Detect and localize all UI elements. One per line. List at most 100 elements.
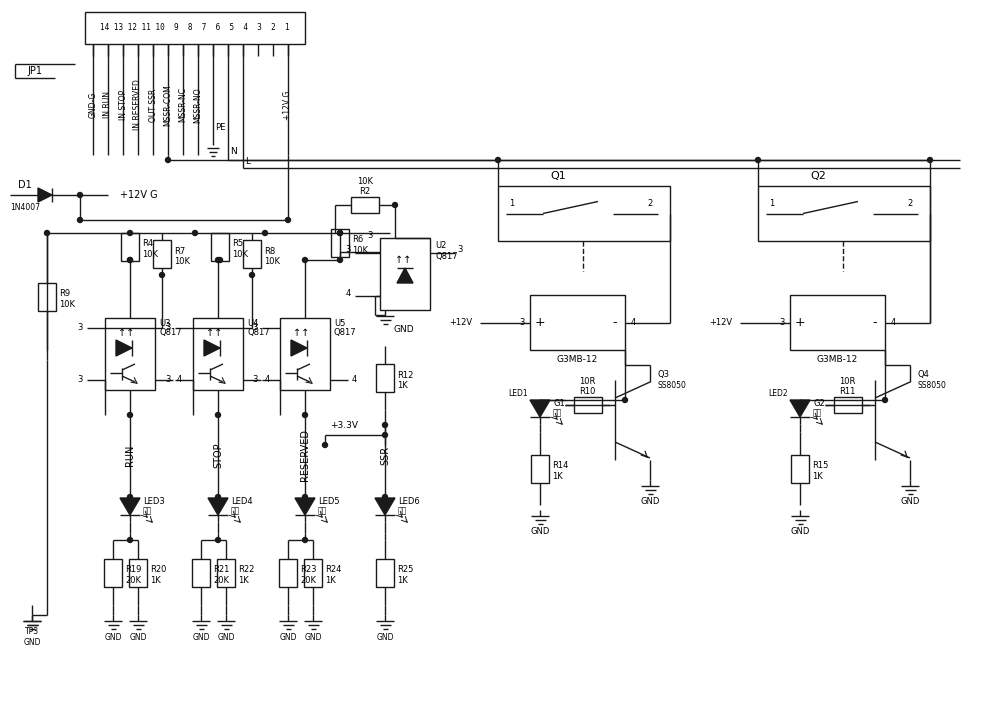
Polygon shape (116, 340, 132, 356)
Text: R15: R15 (812, 461, 828, 470)
Text: +12V: +12V (709, 318, 732, 327)
Bar (376, 364, 394, 392)
Circle shape (128, 258, 132, 263)
Text: R25: R25 (397, 565, 413, 574)
Text: LED6: LED6 (398, 496, 420, 505)
Text: 红色: 红色 (318, 507, 327, 515)
Text: GND: GND (217, 633, 235, 642)
Text: 1K: 1K (812, 472, 823, 481)
Text: LED5: LED5 (318, 496, 340, 505)
Text: 红色: 红色 (398, 507, 407, 515)
Text: 1N4007: 1N4007 (10, 202, 40, 211)
Text: Q817: Q817 (334, 329, 357, 338)
Text: 1: 1 (769, 199, 775, 208)
Text: 1K: 1K (238, 576, 249, 585)
Polygon shape (120, 498, 140, 515)
Bar (331, 228, 349, 256)
Text: 3: 3 (166, 324, 171, 333)
Text: 3: 3 (345, 246, 351, 255)
Polygon shape (204, 340, 220, 356)
Bar (192, 559, 210, 586)
Text: G1: G1 (553, 399, 565, 407)
Text: G3MB-12: G3MB-12 (557, 355, 598, 364)
Bar (530, 295, 625, 350)
Circle shape (302, 413, 308, 418)
Bar (380, 238, 430, 310)
Circle shape (338, 230, 342, 235)
Bar (498, 186, 670, 241)
Text: Q2: Q2 (810, 171, 826, 181)
Text: 3: 3 (78, 324, 83, 333)
Text: 4: 4 (177, 376, 182, 385)
Text: +12V G: +12V G (284, 91, 292, 119)
Text: GND: GND (304, 633, 322, 642)
Text: R23: R23 (300, 565, 316, 574)
Circle shape (756, 157, 761, 162)
Bar (38, 282, 56, 310)
Text: STOP: STOP (213, 442, 223, 468)
Bar (304, 559, 322, 586)
Text: ↑↑: ↑↑ (118, 328, 134, 338)
Text: ↑↑: ↑↑ (293, 328, 309, 338)
Text: IN RUN: IN RUN (104, 91, 112, 119)
Text: MSSR-NC: MSSR-NC (178, 88, 188, 123)
Text: R4: R4 (142, 239, 153, 248)
Text: 20K: 20K (300, 576, 316, 585)
Polygon shape (790, 400, 810, 417)
Text: 红色: 红色 (553, 409, 562, 418)
Polygon shape (530, 400, 550, 417)
Text: U3: U3 (159, 319, 170, 328)
Text: GND: GND (393, 326, 414, 334)
Bar (351, 197, 379, 213)
Text: GND: GND (530, 527, 550, 536)
Polygon shape (38, 188, 52, 202)
Text: G3MB-12: G3MB-12 (817, 355, 858, 364)
Text: 10R: 10R (839, 378, 856, 387)
Text: OUT SSR: OUT SSR (148, 88, 158, 121)
Text: R5: R5 (232, 239, 243, 248)
Circle shape (338, 230, 342, 235)
Text: +3.3V: +3.3V (330, 420, 358, 430)
Text: 20K: 20K (125, 576, 141, 585)
Text: R20: R20 (150, 565, 166, 574)
Circle shape (382, 423, 388, 428)
Bar (105, 318, 155, 390)
Circle shape (496, 157, 501, 162)
Circle shape (262, 230, 268, 235)
Text: +: + (795, 316, 805, 329)
Circle shape (250, 272, 254, 277)
Bar (211, 232, 229, 260)
Polygon shape (295, 498, 315, 515)
Text: R2: R2 (359, 187, 371, 195)
Circle shape (216, 413, 220, 418)
Circle shape (128, 538, 132, 543)
Text: U5: U5 (334, 319, 345, 328)
Text: 1K: 1K (150, 576, 161, 585)
Text: GND: GND (279, 633, 297, 642)
Text: 10K: 10K (142, 250, 158, 259)
Text: 14 13 12 11 10  9  8  7  6  5  4  3  2  1: 14 13 12 11 10 9 8 7 6 5 4 3 2 1 (100, 23, 290, 32)
Text: Q817: Q817 (435, 251, 458, 260)
Circle shape (928, 157, 932, 162)
Circle shape (622, 397, 628, 402)
Polygon shape (397, 268, 413, 283)
Polygon shape (375, 498, 395, 515)
Text: LED2: LED2 (768, 390, 788, 399)
Text: 20K: 20K (213, 576, 229, 585)
Bar (834, 397, 862, 413)
Circle shape (286, 218, 290, 223)
Text: 3: 3 (253, 376, 258, 385)
Text: R22: R22 (238, 565, 254, 574)
Circle shape (322, 442, 328, 447)
Bar (129, 559, 147, 586)
Bar (85, 12, 305, 44)
Text: GND: GND (104, 633, 122, 642)
Text: 10K: 10K (174, 258, 190, 267)
Text: 1K: 1K (552, 472, 563, 481)
Text: -: - (613, 316, 617, 329)
Text: GND: GND (129, 633, 147, 642)
Bar (104, 559, 122, 586)
Circle shape (883, 397, 888, 402)
Text: 10K: 10K (352, 246, 368, 255)
Text: IN RESERVED: IN RESERVED (134, 79, 143, 131)
